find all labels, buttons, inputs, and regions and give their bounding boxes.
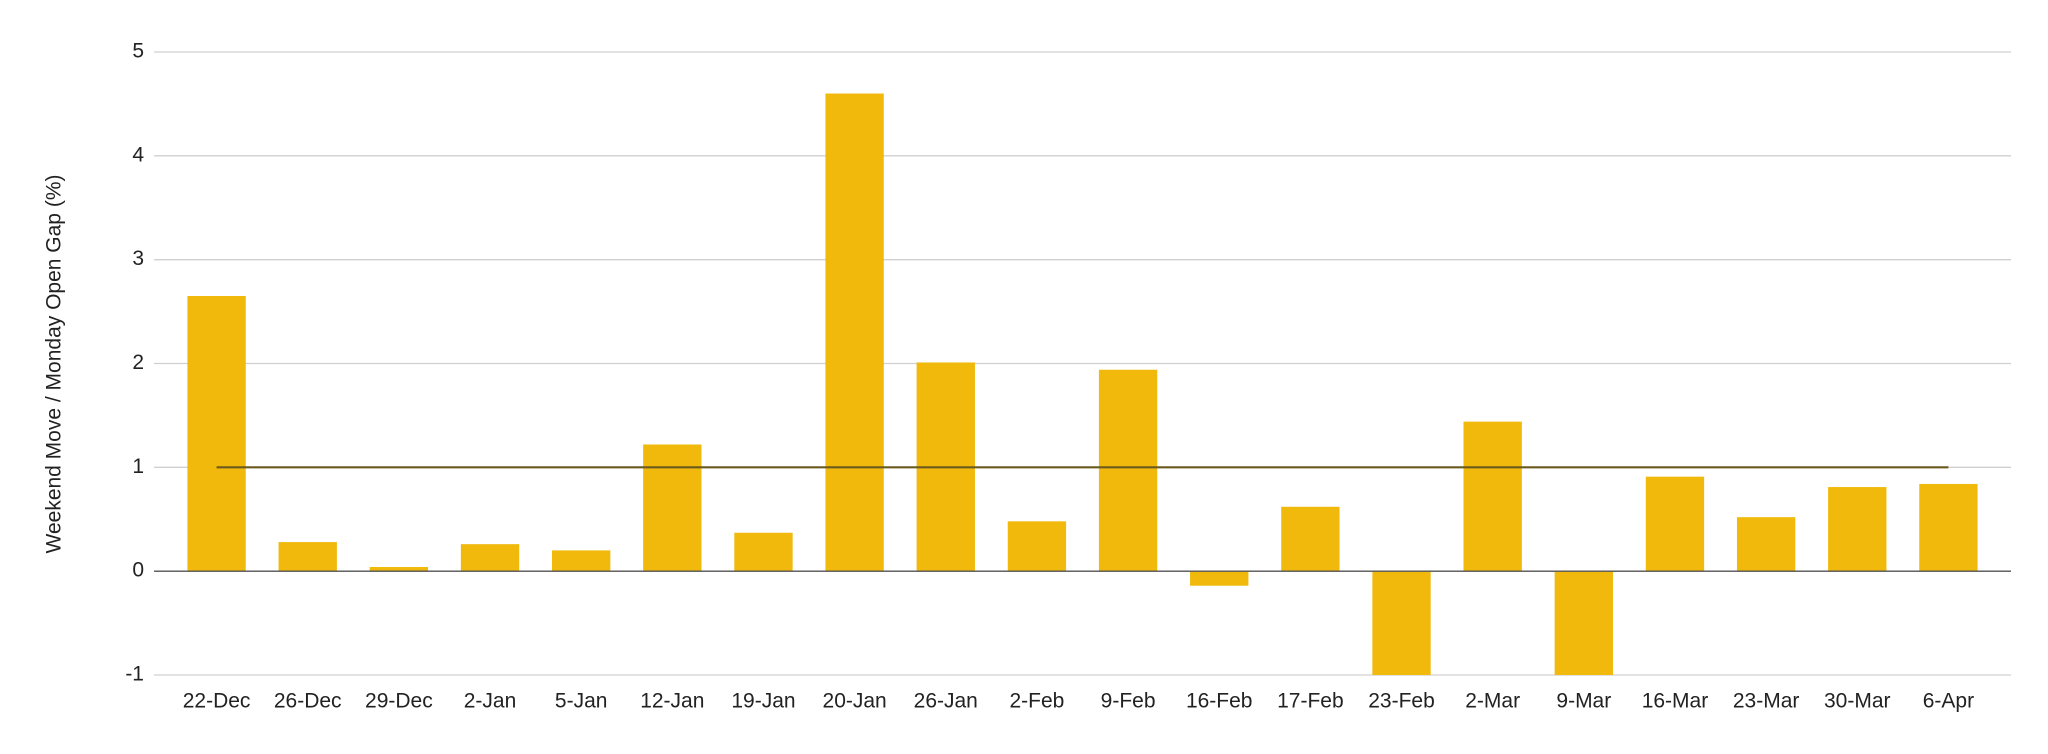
x-tick-label: 5-Jan [555,690,608,713]
y-tick-label: 2 [132,351,144,374]
bar [278,542,337,572]
x-tick-label: 9-Mar [1556,690,1611,713]
x-tick-label: 26-Dec [274,690,342,713]
x-tick-label: 16-Mar [1642,690,1709,713]
y-tick-label: -1 [125,663,144,686]
x-tick-label: 20-Jan [823,690,887,713]
x-tick-label: 2-Feb [1009,690,1064,713]
x-tick-label: 2-Mar [1465,690,1520,713]
x-tick-label: 9-Feb [1101,690,1156,713]
x-tick-label: 29-Dec [365,690,433,713]
plot-area [187,93,1978,675]
bar [1554,571,1613,675]
bar [1372,571,1431,675]
y-tick-label: 1 [132,455,144,478]
bar [187,296,246,572]
x-tick-label: 2-Jan [464,690,517,713]
bar [1281,506,1340,572]
bar [1736,517,1796,572]
bar [1919,483,1978,572]
bar [552,550,611,572]
y-tick-label: 4 [132,143,144,166]
x-tick-label: 22-Dec [183,690,251,713]
x-tick-label: 6-Apr [1923,690,1974,713]
bar [1098,369,1158,572]
x-tick-label: 30-Mar [1824,690,1891,713]
y-tick-label: 0 [132,559,144,582]
x-tick-label: 23-Mar [1733,690,1800,713]
bar [734,532,793,572]
bar [1190,571,1249,586]
x-tick-label: 16-Feb [1186,690,1253,713]
bar [1463,421,1522,572]
y-tick-label: 3 [132,247,144,270]
x-tick-label: 26-Jan [914,690,978,713]
bar [1645,476,1705,572]
x-tick-label: 12-Jan [640,690,704,713]
x-tick-label: 23-Feb [1368,690,1435,713]
bar [643,444,702,572]
bar [1828,487,1887,572]
bar [460,544,520,572]
x-tick-label: 19-Jan [731,690,795,713]
x-tick-label: 17-Feb [1277,690,1344,713]
y-axis-label: Weekend Move / Monday Open Gap (%) [43,175,66,554]
y-tick-label: 5 [132,40,144,63]
bar [1007,521,1067,572]
bar [825,93,884,572]
bar [369,567,429,572]
